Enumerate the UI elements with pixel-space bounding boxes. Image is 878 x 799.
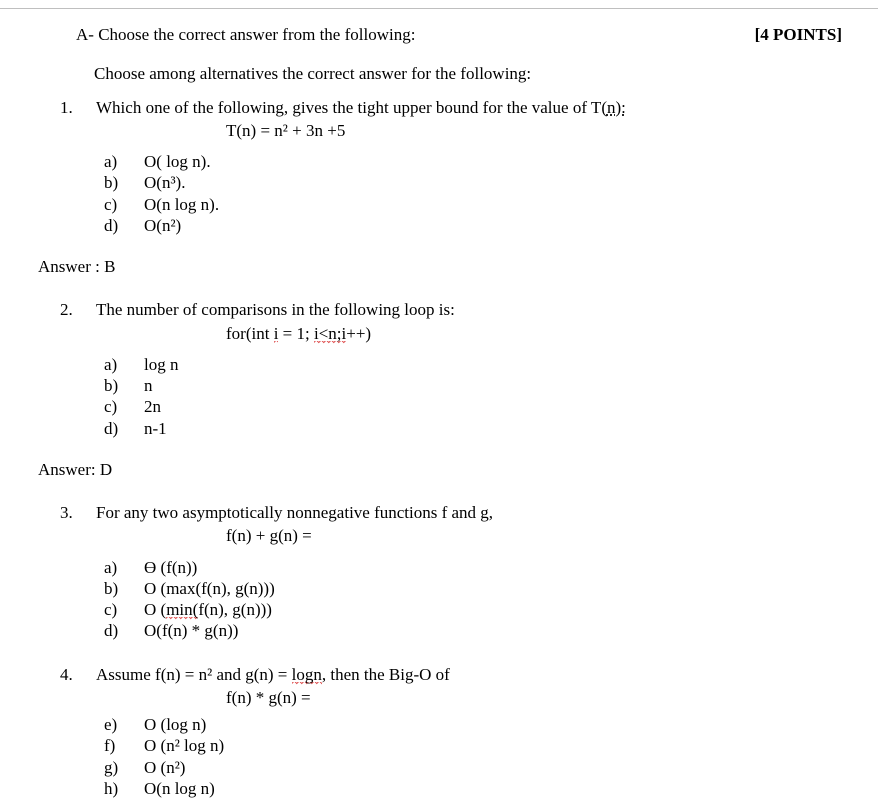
opt-text: O (n²): [144, 757, 185, 778]
opt-text: O(n²): [144, 215, 181, 236]
q1-opt-b: b) O(n³).: [104, 172, 842, 193]
opt-label: c): [104, 599, 126, 620]
q3-opt-c: c) O (min(f(n), g(n))): [104, 599, 842, 620]
q4-opt-f: f) O (n² log n): [104, 735, 842, 756]
opt-label: h): [104, 778, 126, 799]
q3-text: For any two asymptotically nonnegative f…: [96, 502, 842, 547]
opt-text: O(f(n) * g(n)): [144, 620, 238, 641]
opt-text: O (max(f(n), g(n))): [144, 578, 275, 599]
q3-opt-a: a) ϴ (f(n)): [104, 557, 842, 578]
header: A- Choose the correct answer from the fo…: [76, 24, 842, 45]
q2-eq-in: i<n;i: [314, 324, 346, 344]
page: A- Choose the correct answer from the fo…: [0, 0, 878, 776]
opt-text: n: [144, 375, 153, 396]
question-1: 1. Which one of the following, gives the…: [76, 97, 842, 278]
opt-text: O (min(f(n), g(n))): [144, 599, 272, 620]
q2-stem: The number of comparisons in the followi…: [96, 300, 455, 319]
q1-number: 1.: [60, 97, 82, 142]
opt-text: O (n² log n): [144, 735, 224, 756]
q1-text-underline: n):: [607, 98, 626, 117]
opt-label: a): [104, 354, 126, 375]
q1-text-pre: Which one of the following, gives the ti…: [96, 98, 607, 117]
q2-options: a) log n b) n c) 2n d) n-1: [104, 354, 842, 439]
instruction: Choose among alternatives the correct an…: [94, 63, 842, 84]
q4-text-pre: Assume f(n) = n² and g(n) =: [96, 665, 292, 684]
q4-options: e) O (log n) f) O (n² log n) g) O (n²) h…: [104, 714, 842, 799]
points-label: [4 POINTS]: [755, 24, 842, 45]
opt-label: d): [104, 215, 126, 236]
q3c-pre: O (: [144, 600, 166, 619]
q1-opt-c: c) O(n log n).: [104, 194, 842, 215]
q4-opt-e: e) O (log n): [104, 714, 842, 735]
opt-label: g): [104, 757, 126, 778]
opt-label: c): [104, 396, 126, 417]
top-divider: [0, 8, 878, 9]
q1-options: a) O( log n). b) O(n³). c) O(n log n). d…: [104, 151, 842, 236]
q2-text: The number of comparisons in the followi…: [96, 299, 842, 344]
q2-eq-post: ++): [346, 324, 371, 343]
q2-opt-c: c) 2n: [104, 396, 842, 417]
opt-text: n-1: [144, 418, 167, 439]
q4-text-post: , then the Big-O of: [322, 665, 450, 684]
q4-text: Assume f(n) = n² and g(n) = logn, then t…: [96, 664, 842, 709]
question-4: 4. Assume f(n) = n² and g(n) = logn, the…: [76, 664, 842, 799]
q1-opt-a: a) O( log n).: [104, 151, 842, 172]
opt-text: 2n: [144, 396, 161, 417]
q2-opt-a: a) log n: [104, 354, 842, 375]
q2-answer: Answer: D: [38, 459, 842, 480]
opt-label: a): [104, 151, 126, 172]
q1-opt-d: d) O(n²): [104, 215, 842, 236]
question-3: 3. For any two asymptotically nonnegativ…: [76, 502, 842, 642]
opt-label: a): [104, 557, 126, 578]
q4-opt-h: h) O(n log n): [104, 778, 842, 799]
q4-equation: f(n) * g(n) =: [226, 687, 842, 708]
section-title: A- Choose the correct answer from the fo…: [76, 24, 415, 45]
opt-label: b): [104, 578, 126, 599]
opt-text: O(n log n).: [144, 194, 219, 215]
opt-text: ϴ (f(n)): [144, 557, 197, 578]
q1-answer: Answer : B: [38, 256, 842, 277]
opt-label: e): [104, 714, 126, 735]
q2-opt-b: b) n: [104, 375, 842, 396]
opt-label: d): [104, 418, 126, 439]
q3c-post: f(n), g(n))): [198, 600, 272, 619]
q3-options: a) ϴ (f(n)) b) O (max(f(n), g(n))) c) O …: [104, 557, 842, 642]
q2-equation: for(int i = 1; i<n;i++): [226, 323, 842, 344]
q3-stem: For any two asymptotically nonnegative f…: [96, 503, 493, 522]
opt-label: d): [104, 620, 126, 641]
q2-opt-d: d) n-1: [104, 418, 842, 439]
q2-number: 2.: [60, 299, 82, 344]
q3-equation: f(n) + g(n) =: [226, 525, 842, 546]
q3c-underline: min(: [166, 600, 198, 620]
opt-text: O (log n): [144, 714, 206, 735]
opt-label: b): [104, 172, 126, 193]
opt-label: b): [104, 375, 126, 396]
opt-text: O(n log n): [144, 778, 215, 799]
q3-number: 3.: [60, 502, 82, 547]
question-2: 2. The number of comparisons in the foll…: [76, 299, 842, 480]
q4-number: 4.: [60, 664, 82, 709]
q3-opt-d: d) O(f(n) * g(n)): [104, 620, 842, 641]
opt-text: log n: [144, 354, 178, 375]
opt-label: f): [104, 735, 126, 756]
opt-text: O(n³).: [144, 172, 185, 193]
q4-text-logn: logn: [292, 665, 322, 685]
q2-eq-pre: for(int: [226, 324, 274, 343]
q2-eq-mid: = 1;: [278, 324, 314, 343]
q1-equation: T(n) = n² + 3n +5: [226, 120, 842, 141]
opt-label: c): [104, 194, 126, 215]
q3-opt-b: b) O (max(f(n), g(n))): [104, 578, 842, 599]
q4-opt-g: g) O (n²): [104, 757, 842, 778]
opt-text: O( log n).: [144, 151, 211, 172]
q1-text: Which one of the following, gives the ti…: [96, 97, 842, 142]
